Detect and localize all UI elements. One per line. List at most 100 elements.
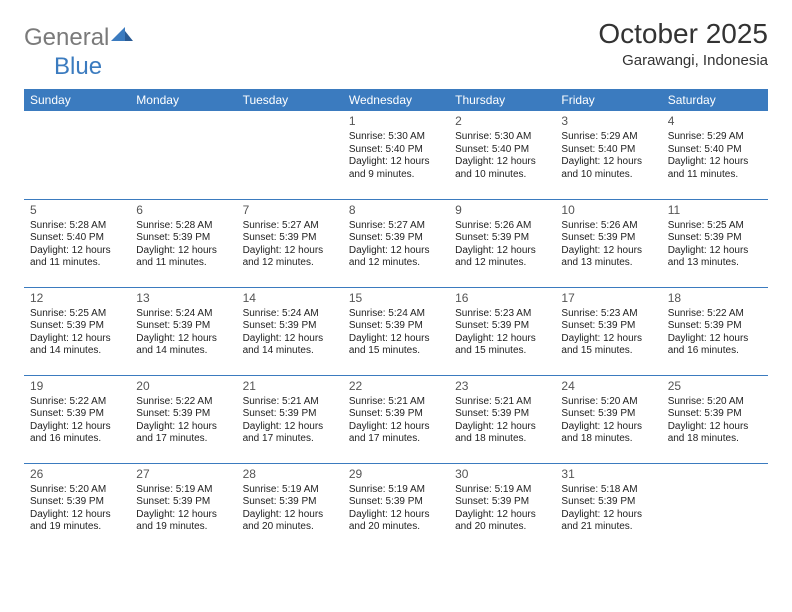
calendar-cell: 26Sunrise: 5:20 AMSunset: 5:39 PMDayligh… — [24, 463, 130, 551]
day-info: Sunrise: 5:25 AMSunset: 5:39 PMDaylight:… — [668, 220, 762, 270]
day-number: 26 — [30, 467, 124, 482]
sunset-text: Sunset: 5:39 PM — [136, 496, 230, 509]
daylight-text: Daylight: 12 hours and 12 minutes. — [243, 245, 337, 270]
day-info: Sunrise: 5:20 AMSunset: 5:39 PMDaylight:… — [561, 396, 655, 446]
sunset-text: Sunset: 5:39 PM — [243, 408, 337, 421]
day-info: Sunrise: 5:19 AMSunset: 5:39 PMDaylight:… — [136, 484, 230, 534]
sunrise-text: Sunrise: 5:27 AM — [243, 220, 337, 233]
calendar-cell: 30Sunrise: 5:19 AMSunset: 5:39 PMDayligh… — [449, 463, 555, 551]
sunrise-text: Sunrise: 5:24 AM — [349, 308, 443, 321]
calendar-cell: 31Sunrise: 5:18 AMSunset: 5:39 PMDayligh… — [555, 463, 661, 551]
day-number: 28 — [243, 467, 337, 482]
calendar-cell: 20 Sunrise: 5:22 AMSunset: 5:39 PMDayligh… — [130, 375, 236, 463]
day-number: 23 — [455, 379, 549, 394]
day-info: Sunrise: 5:24 AMSunset: 5:39 PMDaylight:… — [349, 308, 443, 358]
sunset-text: Sunset: 5:39 PM — [136, 232, 230, 245]
sunset-text: Sunset: 5:39 PM — [30, 320, 124, 333]
calendar-cell: 29Sunrise: 5:19 AMSunset: 5:39 PMDayligh… — [343, 463, 449, 551]
calendar-cell: 17Sunrise: 5:23 AMSunset: 5:39 PMDayligh… — [555, 287, 661, 375]
sunset-text: Sunset: 5:39 PM — [561, 232, 655, 245]
sunrise-text: Sunrise: 5:21 AM — [349, 396, 443, 409]
title-block: October 2025 Garawangi, Indonesia — [598, 18, 768, 69]
sunrise-text: Sunrise: 5:30 AM — [349, 131, 443, 144]
sunrise-text: Sunrise: 5:23 AM — [455, 308, 549, 321]
calendar-cell: 12 Sunrise: 5:25 AMSunset: 5:39 PMDayligh… — [24, 287, 130, 375]
day-header: Monday — [130, 89, 236, 111]
daylight-text: Daylight: 12 hours and 11 minutes. — [136, 245, 230, 270]
day-number: 3 — [561, 114, 655, 129]
day-info: Sunrise: 5:22 AMSunset: 5:39 PMDaylight:… — [668, 308, 762, 358]
calendar-page: General October 2025 Garawangi, Indonesi… — [0, 0, 792, 569]
day-number: 20 — [136, 379, 230, 394]
sunrise-text: Sunrise: 5:27 AM — [349, 220, 443, 233]
calendar-cell: 25Sunrise: 5:20 AMSunset: 5:39 PMDayligh… — [662, 375, 768, 463]
day-info: Sunrise: 5:22 AMSunset: 5:39 PMDaylight:… — [136, 396, 230, 446]
sunrise-text: Sunrise: 5:28 AM — [30, 220, 124, 233]
day-info: Sunrise: 5:23 AMSunset: 5:39 PMDaylight:… — [455, 308, 549, 358]
day-number: 18 — [668, 291, 762, 306]
daylight-text: Daylight: 12 hours and 15 minutes. — [561, 333, 655, 358]
day-header: Tuesday — [237, 89, 343, 111]
calendar-row: 19Sunrise: 5:22 AMSunset: 5:39 PMDayligh… — [24, 375, 768, 463]
day-header: Friday — [555, 89, 661, 111]
day-header: Wednesday — [343, 89, 449, 111]
sunset-text: Sunset: 5:39 PM — [349, 408, 443, 421]
day-number: 4 — [668, 114, 762, 129]
sunrise-text: Sunrise: 5:29 AM — [668, 131, 762, 144]
day-info: Sunrise: 5:24 AMSunset: 5:39 PMDaylight:… — [136, 308, 230, 358]
calendar-cell: 1Sunrise: 5:30 AMSunset: 5:40 PMDaylight… — [343, 111, 449, 199]
sunset-text: Sunset: 5:40 PM — [30, 232, 124, 245]
logo-text-gray: General — [24, 24, 109, 52]
daylight-text: Daylight: 12 hours and 15 minutes. — [455, 333, 549, 358]
sunset-text: Sunset: 5:39 PM — [561, 408, 655, 421]
daylight-text: Daylight: 12 hours and 10 minutes. — [455, 156, 549, 181]
daylight-text: Daylight: 12 hours and 17 minutes. — [349, 421, 443, 446]
calendar-cell: 10Sunrise: 5:26 AMSunset: 5:39 PMDayligh… — [555, 199, 661, 287]
sunset-text: Sunset: 5:40 PM — [349, 144, 443, 157]
sunset-text: Sunset: 5:39 PM — [455, 232, 549, 245]
day-header: Sunday — [24, 89, 130, 111]
day-info: Sunrise: 5:25 AMSunset: 5:39 PMDaylight:… — [30, 308, 124, 358]
daylight-text: Daylight: 12 hours and 18 minutes. — [455, 421, 549, 446]
sunrise-text: Sunrise: 5:25 AM — [30, 308, 124, 321]
daylight-text: Daylight: 12 hours and 21 minutes. — [561, 509, 655, 534]
day-info: Sunrise: 5:28 AMSunset: 5:39 PMDaylight:… — [136, 220, 230, 270]
sunset-text: Sunset: 5:39 PM — [561, 320, 655, 333]
day-number: 1 — [349, 114, 443, 129]
calendar-cell: 2 Sunrise: 5:30 AMSunset: 5:40 PMDaylight… — [449, 111, 555, 199]
sunrise-text: Sunrise: 5:20 AM — [30, 484, 124, 497]
sunset-text: Sunset: 5:39 PM — [349, 232, 443, 245]
sunrise-text: Sunrise: 5:21 AM — [455, 396, 549, 409]
day-info: Sunrise: 5:29 AMSunset: 5:40 PMDaylight:… — [561, 131, 655, 181]
daylight-text: Daylight: 12 hours and 20 minutes. — [243, 509, 337, 534]
calendar-table: SundayMondayTuesdayWednesdayThursdayFrid… — [24, 89, 768, 551]
daylight-text: Daylight: 12 hours and 17 minutes. — [243, 421, 337, 446]
sunset-text: Sunset: 5:39 PM — [349, 320, 443, 333]
sunset-text: Sunset: 5:39 PM — [349, 496, 443, 509]
day-number: 12 — [30, 291, 124, 306]
day-number: 11 — [668, 203, 762, 218]
day-info: Sunrise: 5:23 AMSunset: 5:39 PMDaylight:… — [561, 308, 655, 358]
day-info: Sunrise: 5:19 AMSunset: 5:39 PMDaylight:… — [349, 484, 443, 534]
day-info: Sunrise: 5:21 AMSunset: 5:39 PMDaylight:… — [455, 396, 549, 446]
calendar-cell: 6Sunrise: 5:28 AMSunset: 5:39 PMDaylight… — [130, 199, 236, 287]
daylight-text: Daylight: 12 hours and 11 minutes. — [668, 156, 762, 181]
day-info: Sunrise: 5:21 AMSunset: 5:39 PMDaylight:… — [243, 396, 337, 446]
day-header: Thursday — [449, 89, 555, 111]
sunset-text: Sunset: 5:39 PM — [668, 408, 762, 421]
sunrise-text: Sunrise: 5:21 AM — [243, 396, 337, 409]
day-number: 13 — [136, 291, 230, 306]
sunrise-text: Sunrise: 5:26 AM — [561, 220, 655, 233]
day-info: Sunrise: 5:30 AMSunset: 5:40 PMDaylight:… — [455, 131, 549, 181]
sunrise-text: Sunrise: 5:28 AM — [136, 220, 230, 233]
daylight-text: Daylight: 12 hours and 16 minutes. — [668, 333, 762, 358]
daylight-text: Daylight: 12 hours and 10 minutes. — [561, 156, 655, 181]
sunrise-text: Sunrise: 5:30 AM — [455, 131, 549, 144]
sunset-text: Sunset: 5:40 PM — [455, 144, 549, 157]
day-number: 2 — [455, 114, 549, 129]
daylight-text: Daylight: 12 hours and 19 minutes. — [30, 509, 124, 534]
sunrise-text: Sunrise: 5:18 AM — [561, 484, 655, 497]
calendar-cell: 14Sunrise: 5:24 AMSunset: 5:39 PMDayligh… — [237, 287, 343, 375]
daylight-text: Daylight: 12 hours and 12 minutes. — [455, 245, 549, 270]
calendar-cell — [24, 111, 130, 199]
